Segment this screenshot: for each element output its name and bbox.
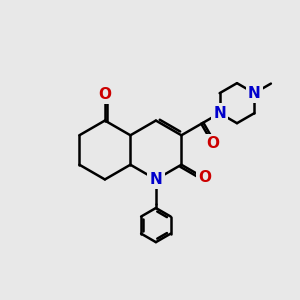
Text: O: O [198,170,211,185]
Text: N: N [248,86,261,101]
Text: N: N [213,106,226,121]
Text: O: O [98,87,111,102]
Text: N: N [149,172,162,187]
Text: O: O [206,136,219,151]
